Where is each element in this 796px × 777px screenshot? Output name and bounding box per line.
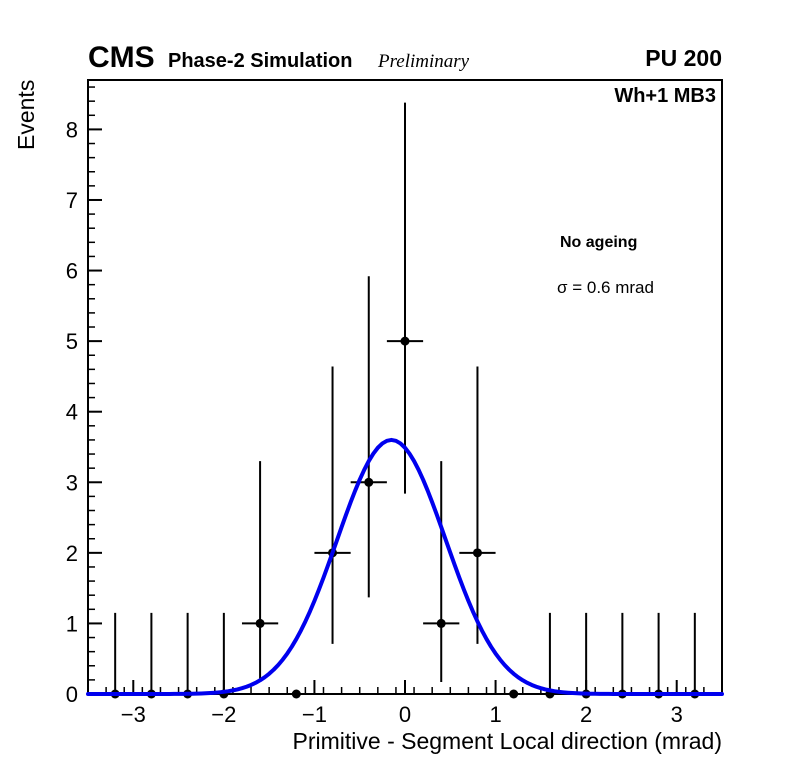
pileup-label: PU 200 <box>645 45 722 71</box>
x-tick-label: 2 <box>580 702 592 727</box>
data-point <box>364 477 374 487</box>
y-tick-label: 6 <box>66 259 78 284</box>
sigma-value-label: σ = 0.6 mrad <box>557 278 654 297</box>
data-point <box>509 689 519 699</box>
y-tick-label: 5 <box>66 329 78 354</box>
chamber-label: Wh+1 MB3 <box>614 85 716 107</box>
y-tick-label: 8 <box>66 117 78 142</box>
y-axis-title: Events <box>13 80 39 150</box>
data-point <box>400 336 410 346</box>
ageing-label: No ageing <box>560 234 637 251</box>
x-tick-label: −3 <box>121 702 146 727</box>
plot-geometry: −3 −2 −1 0 1 2 3 0 1 2 3 4 5 6 7 8 <box>66 79 724 727</box>
y-tick-label: 3 <box>66 470 78 495</box>
cms-label: CMS <box>88 41 155 74</box>
x-tick-label: −1 <box>302 702 327 727</box>
preliminary-label: Preliminary <box>377 51 470 72</box>
data-point <box>472 548 482 558</box>
data-point <box>255 618 265 628</box>
x-tick-label: 3 <box>671 702 683 727</box>
y-tick-label: 7 <box>66 188 78 213</box>
y-tick-label: 4 <box>66 400 78 425</box>
fit-curve <box>86 437 724 696</box>
x-tick-label: 1 <box>489 702 501 727</box>
y-tick-label: 0 <box>66 682 78 707</box>
x-axis-title: Primitive - Segment Local direction (mra… <box>293 728 722 754</box>
simulation-subtitle: Phase-2 Simulation <box>168 50 353 72</box>
y-tick-label: 1 <box>66 611 78 636</box>
data-point <box>436 618 446 628</box>
x-tick-label: 0 <box>399 702 411 727</box>
y-tick-label: 2 <box>66 541 78 566</box>
x-tick-label: −2 <box>211 702 236 727</box>
data-point <box>291 689 301 699</box>
